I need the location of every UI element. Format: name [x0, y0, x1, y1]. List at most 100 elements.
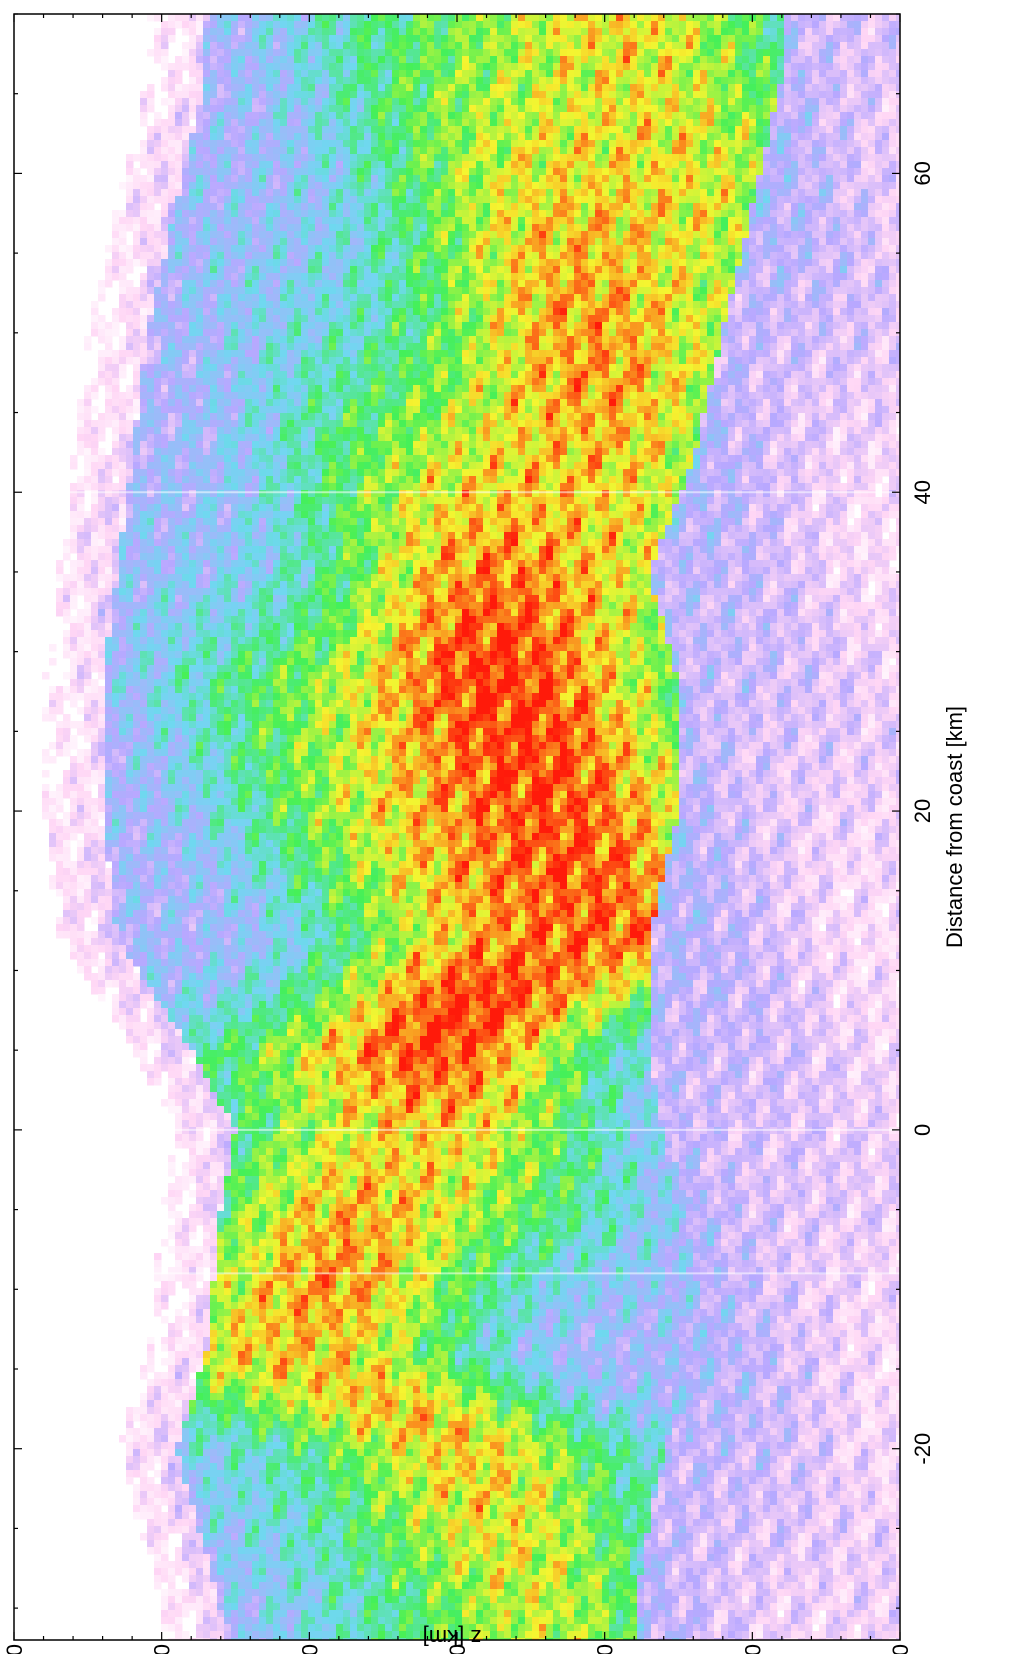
heatmap-cell — [385, 315, 393, 323]
heatmap-cell — [672, 168, 680, 176]
heatmap-cell — [728, 42, 736, 50]
heatmap-cell — [735, 133, 743, 141]
heatmap-cell — [231, 77, 239, 85]
heatmap-cell — [182, 21, 190, 29]
heatmap-cell — [504, 245, 512, 253]
heatmap-cell — [203, 301, 211, 309]
heatmap-cell — [756, 168, 764, 176]
heatmap-cell — [154, 315, 162, 323]
heatmap-cell — [322, 56, 330, 64]
heatmap-cell — [469, 231, 477, 239]
heatmap-cell — [518, 210, 526, 218]
heatmap-cell — [826, 182, 834, 190]
heatmap-cell — [854, 56, 862, 64]
heatmap-cell — [749, 84, 757, 92]
heatmap-cell — [245, 35, 253, 43]
heatmap-cell — [756, 252, 764, 260]
heatmap-cell — [210, 196, 218, 204]
heatmap-cell — [658, 231, 666, 239]
heatmap-cell — [623, 84, 631, 92]
heatmap-cell — [882, 210, 890, 218]
heatmap-cell — [238, 301, 246, 309]
heatmap-cell — [581, 126, 589, 134]
heatmap-cell — [560, 231, 568, 239]
heatmap-cell — [637, 35, 645, 43]
heatmap-cell — [406, 91, 414, 99]
heatmap-cell — [483, 21, 491, 29]
heatmap-cell — [301, 126, 309, 134]
heatmap-cell — [742, 245, 750, 253]
heatmap-cell — [455, 182, 463, 190]
heatmap-cell — [700, 203, 708, 211]
heatmap-cell — [420, 329, 428, 337]
heatmap-cell — [245, 210, 253, 218]
heatmap-cell — [469, 175, 477, 183]
heatmap-cell — [644, 21, 652, 29]
heatmap-cell — [686, 91, 694, 99]
heatmap-cell — [658, 63, 666, 71]
heatmap-cell — [294, 273, 302, 281]
heatmap-cell — [742, 42, 750, 50]
heatmap-cell — [826, 63, 834, 71]
heatmap-cell — [581, 301, 589, 309]
heatmap-cell — [882, 266, 890, 274]
heatmap-cell — [420, 133, 428, 141]
heatmap-cell — [308, 133, 316, 141]
heatmap-cell — [357, 168, 365, 176]
heatmap-cell — [315, 154, 323, 162]
heatmap-cell — [168, 140, 176, 148]
heatmap-cell — [553, 14, 561, 22]
heatmap-cell — [350, 21, 358, 29]
heatmap-cell — [140, 196, 148, 204]
heatmap-cell — [476, 252, 484, 260]
heatmap-cell — [693, 42, 701, 50]
heatmap-cell — [462, 266, 470, 274]
heatmap-cell — [777, 259, 785, 267]
heatmap-cell — [735, 322, 743, 330]
heatmap-cell — [623, 238, 631, 246]
heatmap-cell — [770, 287, 778, 295]
heatmap-cell — [413, 259, 421, 267]
heatmap-cell — [133, 203, 141, 211]
heatmap-cell — [399, 168, 407, 176]
heatmap-cell — [693, 49, 701, 57]
heatmap-cell — [798, 56, 806, 64]
heatmap-cell — [630, 112, 638, 120]
heatmap-cell — [441, 70, 449, 78]
heatmap-cell — [413, 294, 421, 302]
heatmap-cell — [707, 91, 715, 99]
heatmap-cell — [441, 147, 449, 155]
heatmap-cell — [273, 42, 281, 50]
heatmap-cell — [287, 154, 295, 162]
heatmap-cell — [364, 224, 372, 232]
heatmap-cell — [133, 287, 141, 295]
heatmap-cell — [518, 175, 526, 183]
heatmap-cell — [273, 287, 281, 295]
heatmap-cell — [350, 224, 358, 232]
heatmap-cell — [490, 287, 498, 295]
heatmap-cell — [637, 322, 645, 330]
heatmap-cell — [294, 196, 302, 204]
heatmap-cell — [840, 84, 848, 92]
heatmap-cell — [224, 77, 232, 85]
heatmap-cell — [742, 140, 750, 148]
heatmap-cell — [196, 203, 204, 211]
heatmap-cell — [217, 126, 225, 134]
heatmap-cell — [406, 105, 414, 113]
heatmap-cell — [665, 14, 673, 22]
heatmap-cell — [364, 273, 372, 281]
heatmap-cell — [651, 98, 659, 106]
heatmap-cell — [602, 147, 610, 155]
heatmap-cell — [364, 168, 372, 176]
heatmap-cell — [476, 126, 484, 134]
heatmap-cell — [413, 91, 421, 99]
heatmap-cell — [287, 21, 295, 29]
heatmap-cell — [315, 98, 323, 106]
heatmap-cell — [889, 77, 897, 85]
heatmap-cell — [847, 84, 855, 92]
heatmap-cell — [189, 91, 197, 99]
heatmap-cell — [882, 21, 890, 29]
heatmap-cell — [196, 84, 204, 92]
heatmap-cell — [371, 21, 379, 29]
heatmap-cell — [210, 280, 218, 288]
